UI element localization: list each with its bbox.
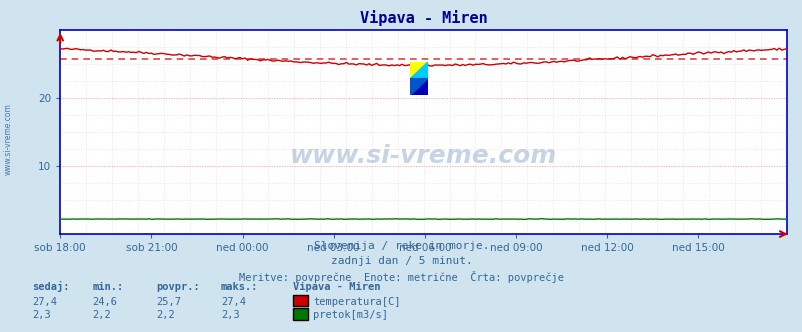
- Polygon shape: [410, 79, 427, 95]
- Text: Slovenija / reke in morje.: Slovenija / reke in morje.: [314, 241, 488, 251]
- Text: sedaj:: sedaj:: [32, 282, 70, 292]
- Text: zadnji dan / 5 minut.: zadnji dan / 5 minut.: [330, 256, 472, 266]
- Text: www.si-vreme.com: www.si-vreme.com: [3, 104, 13, 175]
- Title: Vipava - Miren: Vipava - Miren: [359, 10, 487, 26]
- Polygon shape: [410, 62, 427, 79]
- Text: pretok[m3/s]: pretok[m3/s]: [313, 310, 387, 320]
- Text: 27,4: 27,4: [32, 297, 57, 307]
- Text: Vipava - Miren: Vipava - Miren: [293, 283, 380, 292]
- Text: 2,3: 2,3: [221, 310, 239, 320]
- Text: 2,2: 2,2: [92, 310, 111, 320]
- Text: 27,4: 27,4: [221, 297, 245, 307]
- Text: maks.:: maks.:: [221, 283, 258, 292]
- Text: Meritve: povprečne  Enote: metrične  Črta: povprečje: Meritve: povprečne Enote: metrične Črta:…: [239, 271, 563, 283]
- Text: povpr.:: povpr.:: [156, 283, 200, 292]
- Text: 24,6: 24,6: [92, 297, 117, 307]
- Text: temperatura[C]: temperatura[C]: [313, 297, 400, 307]
- Text: 2,3: 2,3: [32, 310, 51, 320]
- Polygon shape: [410, 79, 427, 95]
- Polygon shape: [410, 62, 427, 79]
- Text: 25,7: 25,7: [156, 297, 181, 307]
- Text: 2,2: 2,2: [156, 310, 175, 320]
- Text: min.:: min.:: [92, 283, 124, 292]
- Text: www.si-vreme.com: www.si-vreme.com: [290, 144, 557, 168]
